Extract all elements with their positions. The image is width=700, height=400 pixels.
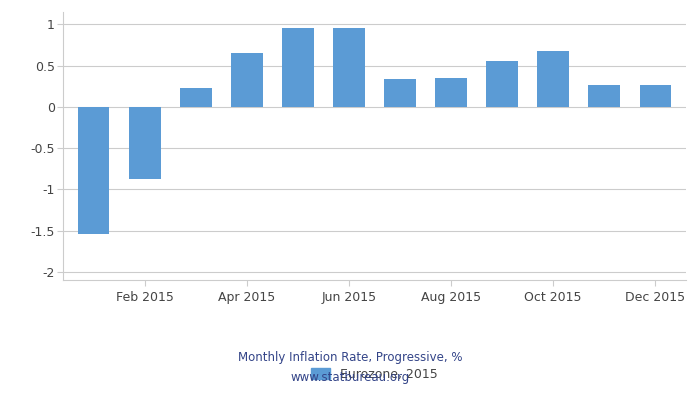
Bar — [538, 51, 569, 107]
Bar — [640, 84, 671, 107]
Bar — [384, 79, 416, 107]
Text: Monthly Inflation Rate, Progressive, %: Monthly Inflation Rate, Progressive, % — [238, 352, 462, 364]
Bar — [486, 62, 518, 107]
Bar — [180, 88, 211, 107]
Text: www.statbureau.org: www.statbureau.org — [290, 372, 410, 384]
Bar — [435, 78, 467, 107]
Bar — [129, 107, 160, 178]
Legend: Eurozone, 2015: Eurozone, 2015 — [305, 361, 444, 387]
Bar — [78, 107, 109, 234]
Bar — [333, 28, 365, 107]
Bar — [282, 28, 314, 107]
Bar — [231, 53, 262, 107]
Bar — [589, 85, 620, 107]
